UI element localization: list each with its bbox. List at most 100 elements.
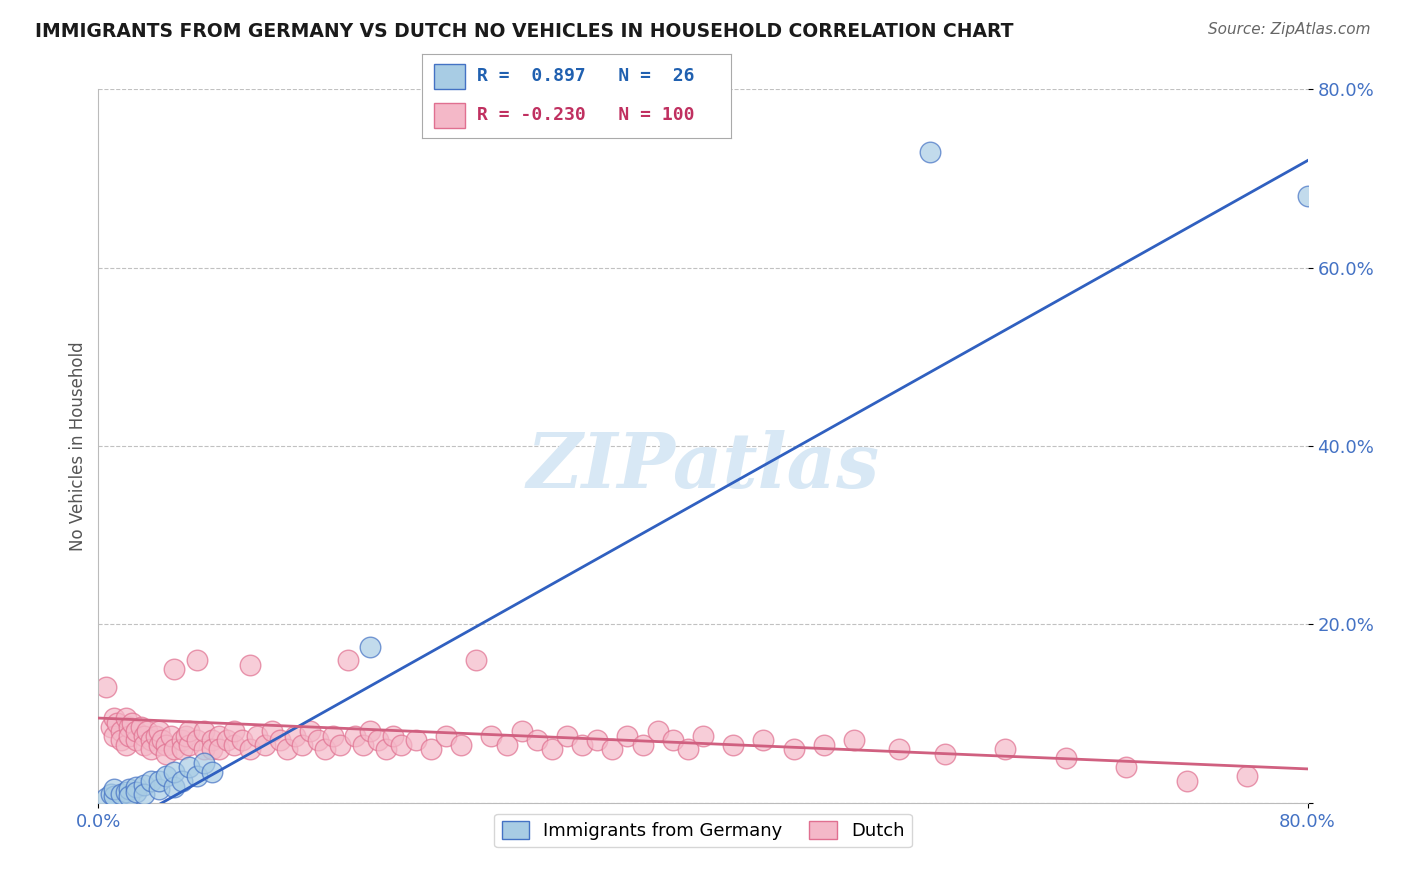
Point [262,724,284,739]
Point [201,742,224,756]
Point [170,773,193,788]
Point [307,733,329,747]
Point [602,742,624,756]
Point [208,729,231,743]
Point [389,738,412,752]
Point [155,747,177,761]
Point [752,733,775,747]
Point [118,729,141,743]
Point [148,782,170,797]
Point [179,738,201,752]
Text: Source: ZipAtlas.com: Source: ZipAtlas.com [1208,22,1371,37]
Point [314,742,336,756]
Point [481,729,503,743]
Point [155,738,177,752]
Point [118,720,141,734]
Point [118,789,141,803]
Point [103,782,125,797]
Point [186,769,208,783]
Point [934,747,956,761]
Point [208,742,231,756]
Point [148,724,170,739]
Point [1175,773,1198,788]
Point [129,720,152,734]
Point [110,787,132,801]
Point [110,724,132,739]
Point [367,733,389,747]
Point [170,733,193,747]
Text: IMMIGRANTS FROM GERMANY VS DUTCH NO VEHICLES IN HOUSEHOLD CORRELATION CHART: IMMIGRANTS FROM GERMANY VS DUTCH NO VEHI… [35,22,1014,41]
Point [186,733,208,747]
Point [374,742,396,756]
Point [105,715,128,730]
Point [723,738,745,752]
Point [526,733,548,747]
Point [1054,751,1077,765]
Point [163,764,186,779]
Point [114,785,136,799]
Point [450,738,472,752]
Point [100,787,122,801]
Point [994,742,1017,756]
Point [661,733,683,747]
Point [647,724,669,739]
Point [224,738,246,752]
Point [239,742,262,756]
Point [132,778,155,792]
Point [291,738,314,752]
Point [132,787,155,801]
Point [118,782,141,797]
Point [495,738,517,752]
Point [132,729,155,743]
Point [382,729,405,743]
Point [352,738,374,752]
Bar [434,63,465,89]
Point [103,729,125,743]
Point [360,724,382,739]
Point [231,733,253,747]
Point [132,738,155,752]
Point [163,662,186,676]
Point [163,742,186,756]
Point [179,760,201,774]
Point [94,791,117,805]
Point [571,738,593,752]
Point [918,145,941,159]
Point [186,653,208,667]
Point [145,729,167,743]
Point [276,742,298,756]
Y-axis label: No Vehicles in Household: No Vehicles in Household [69,341,87,551]
Point [114,711,136,725]
Point [114,738,136,752]
Point [510,724,533,739]
Point [813,738,835,752]
Point [125,724,148,739]
Point [155,769,177,783]
Point [889,742,911,756]
Point [329,738,352,752]
Point [336,653,359,667]
Point [420,742,443,756]
Point [844,733,866,747]
Point [783,742,806,756]
Point [239,657,262,672]
Text: ZIPatlas: ZIPatlas [526,431,880,504]
Point [201,733,224,747]
Point [121,715,143,730]
Point [148,738,170,752]
Point [150,733,173,747]
Point [322,729,344,743]
Point [193,756,215,770]
Point [434,729,457,743]
Point [193,724,215,739]
Point [692,729,714,743]
Point [103,789,125,803]
Point [616,729,638,743]
Point [224,724,246,739]
Point [253,738,276,752]
Point [170,742,193,756]
Point [110,733,132,747]
Point [284,729,307,743]
Point [405,733,427,747]
Point [141,742,163,756]
